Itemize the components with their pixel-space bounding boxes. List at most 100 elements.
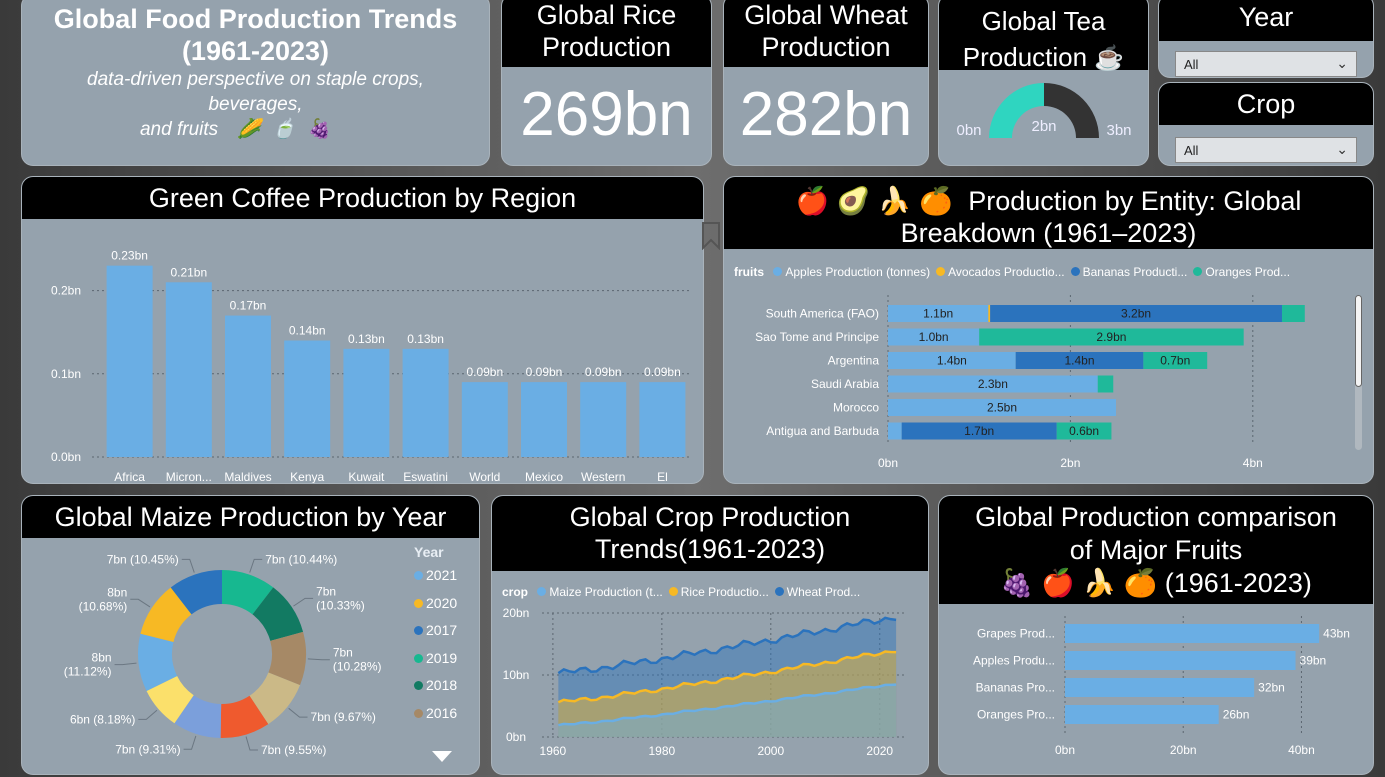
maize-chart-card: Global Maize Production by Year 7bn (10.…: [21, 495, 480, 775]
legend-entry[interactable]: Maize Production (t...: [549, 585, 663, 599]
legend-entry[interactable]: Wheat Prod...: [786, 585, 861, 599]
wheat-kpi-card: Global Wheat Production 282bn: [723, 0, 929, 166]
wheat-kpi-value: 282bn: [739, 80, 913, 149]
coffee-bar: [284, 340, 331, 457]
maize-slice-label: 6bn (8.18%): [70, 712, 135, 726]
fruit-bar-value-label: 26bn: [1223, 708, 1250, 722]
x-tick-label: 2bn: [1060, 456, 1080, 470]
maize-donut-slice: [268, 631, 306, 686]
entity-chart-card: 🍎 🥑 🍌 🍊 Production by Entity: Global Bre…: [723, 176, 1374, 484]
leader-line: [249, 558, 263, 573]
fruit-bar: [1065, 651, 1296, 670]
crop-trend-legend: crop Maize Production (t... Rice Producti…: [502, 585, 861, 599]
legend-entry[interactable]: Rice Productio...: [680, 585, 769, 599]
entity-scrollbar[interactable]: [1355, 295, 1362, 450]
year-dropdown[interactable]: All ⌄: [1175, 51, 1357, 77]
maize-donut-slice: [146, 675, 194, 724]
legend-swatch: [537, 587, 547, 596]
legend-entry[interactable]: Bananas Producti...: [1082, 265, 1188, 279]
entity-category-label: Argentina: [828, 354, 880, 368]
tea-icon: ☕: [1094, 45, 1125, 72]
maize-donut-slice: [222, 570, 274, 615]
entity-segment-label: 2.9bn: [1096, 330, 1126, 344]
legend-scroll-down-icon[interactable]: [432, 751, 452, 762]
coffee-bar-value-label: 0.09bn: [644, 365, 681, 379]
fruit-horizontal-bar-chart: 0bn 20bn 40bn Grapes Prod... 43bn Apples Prod…: [973, 616, 1350, 757]
maize-legend: Year 2021 2020 2017 2019 2018 2016: [414, 544, 478, 727]
entity-bar-segment: [1056, 422, 1112, 440]
gauge-track: [1044, 83, 1099, 138]
x-tick-label: 40bn: [1288, 743, 1315, 757]
coffee-bar: [639, 382, 686, 457]
coffee-category-label: ElSalvador: [639, 470, 686, 484]
maize-legend-item[interactable]: 2018: [414, 672, 478, 700]
gauge-fill: [989, 83, 1044, 138]
entity-segment-label: 1.4bn: [937, 354, 967, 368]
maize-slice-label: 7bn (9.67%): [311, 710, 376, 724]
maize-legend-item[interactable]: 2016: [414, 700, 478, 728]
coffee-bar: [461, 382, 508, 457]
entity-bar-segment: [1015, 352, 1144, 369]
coffee-bar-value-label: 0.14bn: [289, 324, 326, 338]
banana-icon: 🍌: [1082, 568, 1117, 598]
maize-legend-item[interactable]: 2017: [414, 617, 478, 645]
leader-line: [138, 709, 158, 720]
rice-kpi-title: Global Rice Production: [502, 0, 711, 67]
legend-swatch: [414, 598, 423, 608]
leader-line: [130, 598, 151, 608]
year-slicer-title: Year: [1159, 0, 1373, 41]
maize-legend-item[interactable]: 2021: [414, 562, 478, 590]
entity-segment-label: 1.1bn: [923, 307, 953, 321]
entity-segment-label: 1.0bn: [919, 330, 949, 344]
maize-legend-label: 2021: [426, 567, 458, 583]
crop-dropdown[interactable]: All ⌄: [1175, 137, 1357, 163]
maize-legend-label: 2020: [426, 594, 458, 611]
entity-category-label: Antigua and Barbuda: [766, 424, 879, 438]
maize-legend-item[interactable]: 2019: [414, 645, 478, 673]
bookmark-icon[interactable]: [701, 222, 721, 251]
leader-line: [288, 707, 308, 718]
banana-icon: 🍌: [877, 186, 912, 216]
coffee-bar-value-label: 0.09bn: [466, 365, 503, 379]
x-tick-label: 1980: [648, 744, 675, 758]
entity-bar-segment: [888, 375, 1098, 393]
grapes-icon: 🍇: [1000, 568, 1034, 598]
maize-donut-slice: [138, 633, 178, 691]
coffee-bar: [521, 382, 567, 457]
orange-icon: 🍊: [919, 186, 953, 216]
entity-chart-title: 🍎 🥑 🍌 🍊 Production by Entity: Global Bre…: [724, 177, 1373, 249]
legend-swatch: [414, 653, 423, 663]
maize-slice-label: 7bn (10.28%): [333, 646, 382, 674]
legend-entry[interactable]: Avocados Productio...: [948, 265, 1065, 279]
legend-swatch: [668, 587, 678, 596]
fruit-chart-title: Global Production comparison of Major Fr…: [939, 496, 1373, 604]
legend-entry[interactable]: Apples Production (tonnes): [785, 265, 931, 279]
maize-slice-label: 7bn (10.33%): [316, 584, 365, 612]
coffee-bar: [165, 282, 212, 457]
maize-legend-item[interactable]: 2020: [414, 590, 478, 618]
maize-legend-label: 2017: [426, 622, 458, 638]
crop-trend-title: Global Crop Production Trends(1961-2023): [492, 496, 928, 571]
legend-swatch: [773, 267, 783, 276]
fruit-bar-value-label: 43bn: [1323, 627, 1350, 641]
rice-kpi-card: Global Rice Production 269bn: [501, 0, 712, 166]
crop-trend-area-chart: 0bn 10bn 20bn 1960 1980 2000 2020: [503, 606, 907, 758]
tea-kpi-card: Global Tea Production ☕ 0bn 2bn 3bn: [938, 0, 1149, 166]
dashboard-subtitle: data-driven perspective on staple crops,…: [22, 67, 489, 142]
coffee-bar-value-label: 0.21bn: [170, 265, 207, 279]
maize-donut-slice: [220, 695, 269, 738]
legend-entry[interactable]: Oranges Prod...: [1205, 265, 1291, 279]
coffee-bar-value-label: 0.09bn: [585, 365, 622, 379]
crop-slicer: Crop All ⌄: [1158, 82, 1374, 166]
subtitle-line-2: and fruits 🌽 🍵 🍇: [139, 119, 331, 140]
maize-donut-slice: [170, 570, 222, 615]
scrollbar-thumb[interactable]: [1355, 295, 1362, 387]
y-tick-label: 0.2bn: [51, 284, 81, 298]
legend-swatch: [414, 626, 423, 635]
y-tick-label: 0bn: [506, 730, 526, 744]
year-slicer: Year All ⌄: [1158, 0, 1374, 78]
fruit-bar: [1065, 678, 1255, 697]
fruit-category-label: Grapes Prod...: [977, 627, 1055, 641]
entity-stacked-bar-chart: 0bn 2bn 4bn South America (FAO) 1.1bn 3.2bn Sa…: [755, 295, 1305, 470]
entity-segment-label: 2.3bn: [978, 377, 1008, 391]
